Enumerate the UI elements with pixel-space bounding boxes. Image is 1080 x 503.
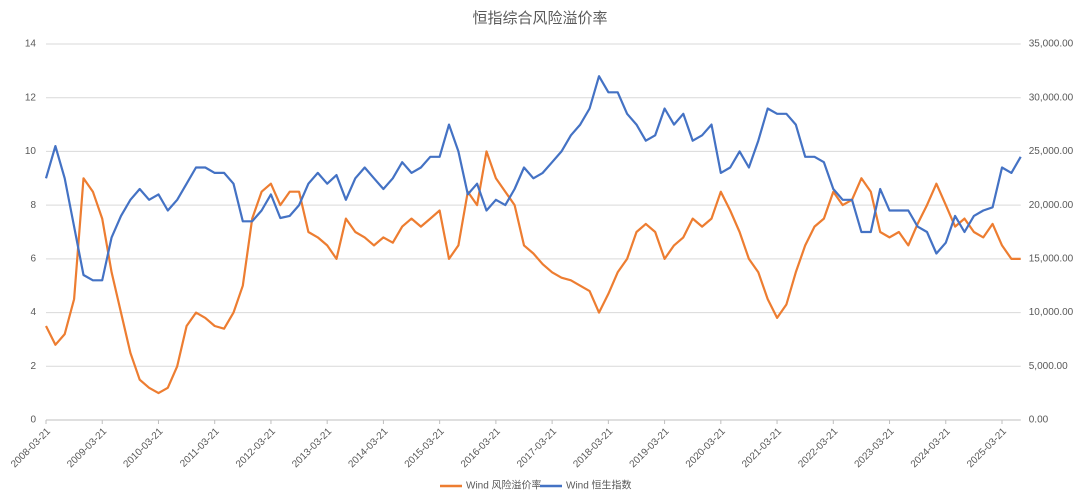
y2-tick-label: 15,000.00 <box>1029 253 1074 264</box>
y-tick-label: 12 <box>25 92 37 103</box>
chart-title: 恒指综合风险溢价率 <box>472 10 607 27</box>
x-tick-label: 2021-03-21 <box>740 426 784 470</box>
y-tick-label: 4 <box>30 307 36 318</box>
line-series <box>44 75 1022 282</box>
legend-label: Wind 恒生指数 <box>566 479 632 492</box>
y2-tick-label: 35,000.00 <box>1029 39 1074 50</box>
x-tick-label: 2013-03-21 <box>290 426 334 470</box>
x-tick-label: 2022-03-21 <box>796 426 840 470</box>
y2-tick-label: 30,000.00 <box>1029 92 1074 103</box>
x-tick-label: 2009-03-21 <box>65 426 109 470</box>
y-tick-label: 14 <box>25 39 37 50</box>
legend-label: Wind 风险溢价率 <box>466 479 542 492</box>
y-tick-label: 2 <box>30 361 36 372</box>
x-tick-label: 2020-03-21 <box>684 426 728 470</box>
x-tick-label: 2008-03-21 <box>9 426 53 470</box>
y2-tick-label: 5,000.00 <box>1029 361 1068 372</box>
x-tick-label: 2014-03-21 <box>346 426 390 470</box>
x-tick-label: 2017-03-21 <box>515 426 559 470</box>
y2-tick-label: 10,000.00 <box>1029 307 1074 318</box>
y-tick-label: 0 <box>30 415 36 426</box>
x-tick-label: 2016-03-21 <box>459 426 503 470</box>
x-tick-label: 2011-03-21 <box>178 426 222 470</box>
y2-tick-label: 0.00 <box>1029 415 1049 426</box>
x-tick-label: 2010-03-21 <box>122 426 166 470</box>
y2-tick-label: 25,000.00 <box>1029 146 1074 157</box>
line-series <box>45 150 1021 395</box>
x-tick-label: 2023-03-21 <box>853 426 897 470</box>
y-tick-label: 6 <box>30 253 36 264</box>
y2-tick-label: 20,000.00 <box>1029 200 1074 211</box>
x-tick-label: 2019-03-21 <box>628 426 672 470</box>
x-tick-label: 2024-03-21 <box>909 426 953 470</box>
y-tick-label: 10 <box>25 146 37 157</box>
x-tick-label: 2018-03-21 <box>571 426 615 470</box>
x-tick-label: 2015-03-21 <box>403 426 447 470</box>
x-tick-label: 2025-03-21 <box>965 426 1009 470</box>
x-tick-label: 2012-03-21 <box>234 426 278 470</box>
y-tick-label: 8 <box>30 200 36 211</box>
